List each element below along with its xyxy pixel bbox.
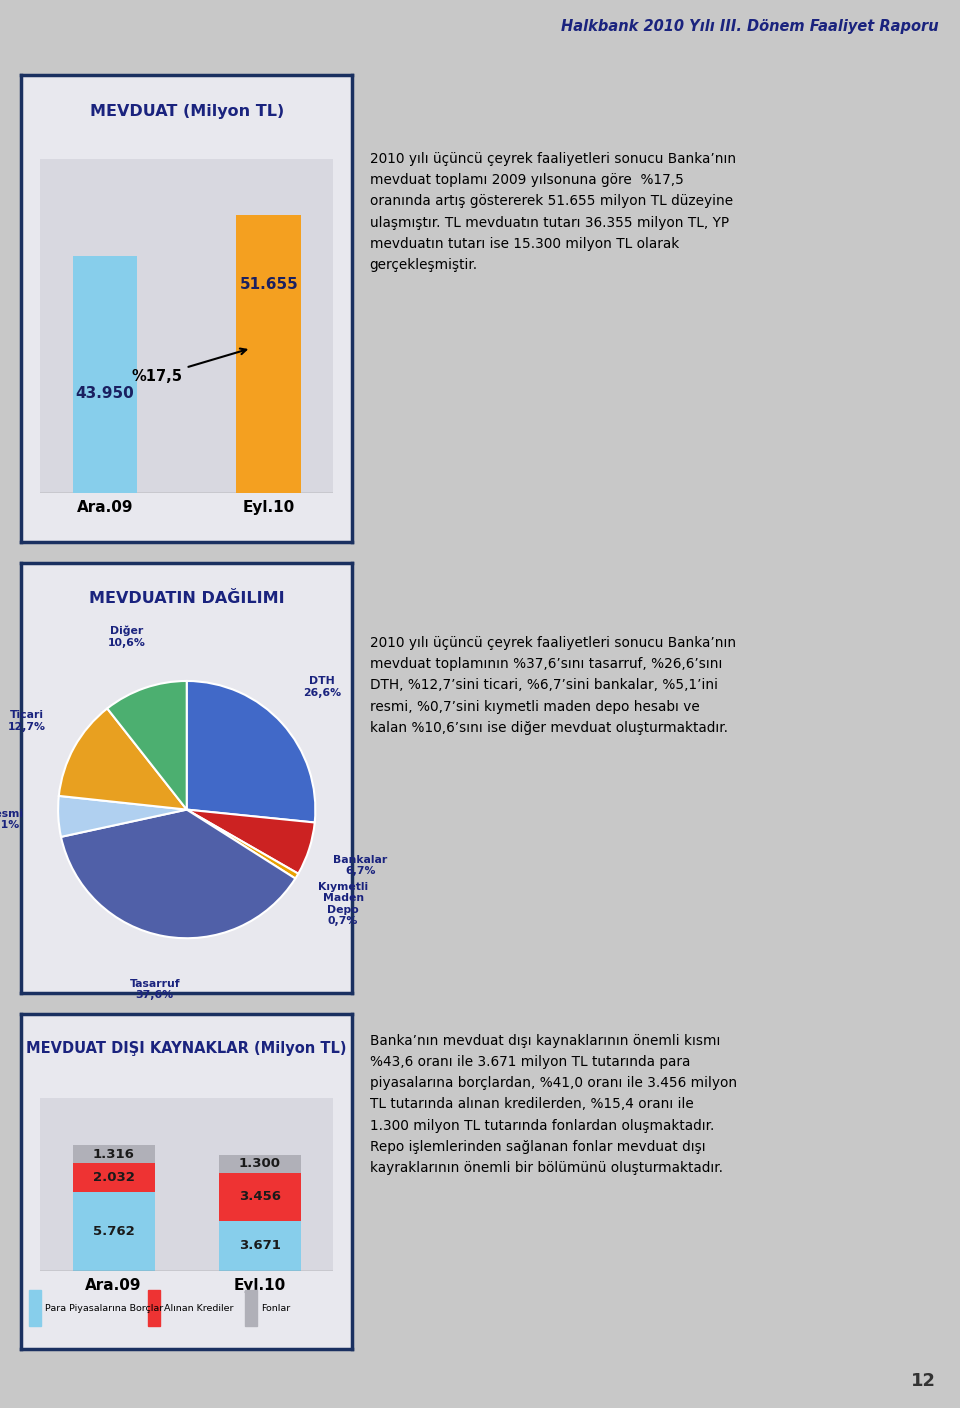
Bar xyxy=(148,1290,160,1326)
Text: MEVDUAT (Milyon TL): MEVDUAT (Milyon TL) xyxy=(89,104,284,118)
Bar xyxy=(219,1221,300,1271)
Text: Halkbank 2010 Yılı III. Dönem Faaliyet Raporu: Halkbank 2010 Yılı III. Dönem Faaliyet R… xyxy=(562,20,939,34)
Text: %17,5: %17,5 xyxy=(132,349,247,383)
Text: Banka’nın mevduat dışı kaynaklarının önemli kısmı
%43,6 oranı ile 3.671 milyon T: Banka’nın mevduat dışı kaynaklarının öne… xyxy=(370,1033,736,1174)
Text: 2.032: 2.032 xyxy=(92,1171,134,1184)
Bar xyxy=(29,1290,41,1326)
Text: 51.655: 51.655 xyxy=(239,277,298,291)
Text: MEVDUATIN DAĞILIMI: MEVDUATIN DAĞILIMI xyxy=(89,591,284,605)
Bar xyxy=(73,256,137,493)
Text: 43.950: 43.950 xyxy=(76,386,134,401)
Wedge shape xyxy=(186,810,315,874)
Text: Bankalar
6,7%: Bankalar 6,7% xyxy=(333,855,388,876)
Text: 5.762: 5.762 xyxy=(93,1225,134,1238)
Text: 12: 12 xyxy=(911,1373,936,1390)
Text: Kıymetli
Maden
Depo
0,7%: Kıymetli Maden Depo 0,7% xyxy=(318,881,368,926)
Text: Para Piyasalarına Borçlar: Para Piyasalarına Borçlar xyxy=(45,1304,163,1312)
Wedge shape xyxy=(108,681,187,810)
Wedge shape xyxy=(59,708,186,810)
Bar xyxy=(219,1155,300,1173)
Text: Diğer
10,6%: Diğer 10,6% xyxy=(108,627,146,648)
Text: Alınan Krediler: Alınan Krediler xyxy=(164,1304,233,1312)
Text: Tasarruf
37,6%: Tasarruf 37,6% xyxy=(130,979,180,1000)
Wedge shape xyxy=(186,681,315,822)
Text: 1.316: 1.316 xyxy=(92,1148,134,1160)
Text: DTH
26,6%: DTH 26,6% xyxy=(303,676,341,698)
Bar xyxy=(236,215,300,493)
Bar xyxy=(245,1290,257,1326)
Bar xyxy=(219,1173,300,1221)
Text: Resmi
5,1%: Resmi 5,1% xyxy=(0,808,23,831)
Text: 3.456: 3.456 xyxy=(239,1190,281,1202)
Wedge shape xyxy=(186,810,299,879)
Bar xyxy=(73,1163,155,1191)
Bar xyxy=(73,1191,155,1271)
Text: 2010 yılı üçüncü çeyrek faaliyetleri sonucu Banka’nın
mevduat toplamı 2009 yılso: 2010 yılı üçüncü çeyrek faaliyetleri son… xyxy=(370,152,735,272)
Bar xyxy=(73,1145,155,1163)
Text: 1.300: 1.300 xyxy=(239,1157,281,1170)
Text: 3.671: 3.671 xyxy=(239,1239,281,1253)
Text: 2010 yılı üçüncü çeyrek faaliyetleri sonucu Banka’nın
mevduat toplamının %37,6’s: 2010 yılı üçüncü çeyrek faaliyetleri son… xyxy=(370,636,735,735)
Text: Ticari
12,7%: Ticari 12,7% xyxy=(8,710,46,732)
Wedge shape xyxy=(58,796,186,836)
Wedge shape xyxy=(61,810,296,938)
Text: Fonlar: Fonlar xyxy=(261,1304,290,1312)
Text: MEVDUAT DIŞI KAYNAKLAR (Milyon TL): MEVDUAT DIŞI KAYNAKLAR (Milyon TL) xyxy=(27,1042,347,1056)
